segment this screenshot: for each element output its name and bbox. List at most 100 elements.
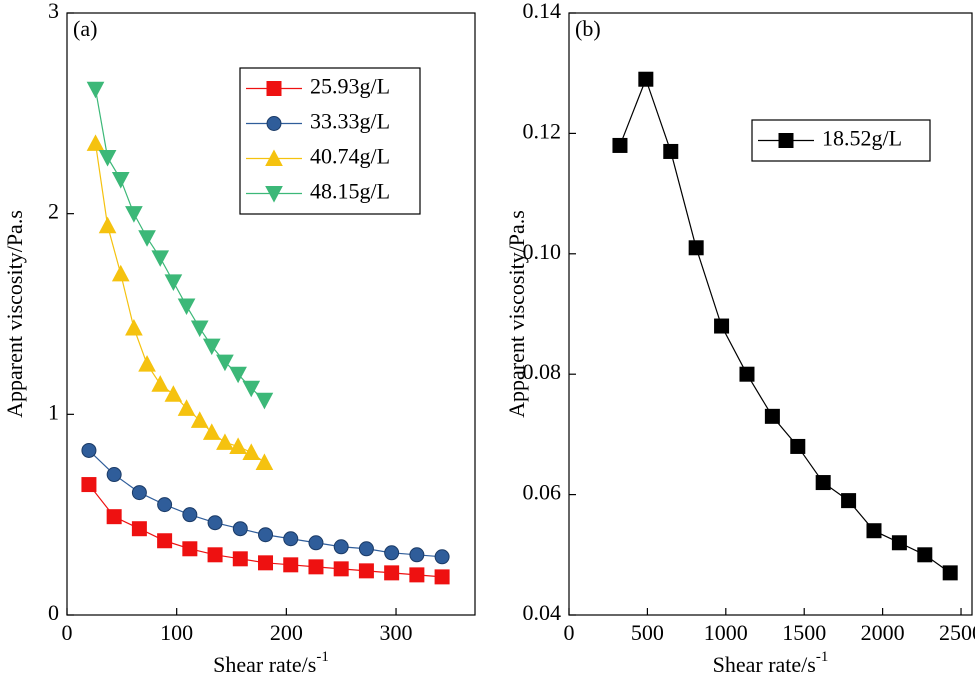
marker: [157, 497, 173, 513]
legend-marker: [778, 133, 794, 148]
marker: [612, 137, 628, 153]
x-axis-label-main: Shear rate/s: [213, 652, 316, 677]
marker: [177, 298, 196, 316]
x-axis-label-sup: -1: [816, 649, 829, 665]
x-tick-label: 500: [631, 620, 664, 645]
marker: [688, 240, 704, 256]
legend-label: 18.52g/L: [822, 126, 902, 151]
marker: [434, 569, 450, 585]
legend-label: 40.74g/L: [310, 144, 390, 169]
marker: [232, 551, 248, 567]
marker: [891, 535, 907, 551]
x-tick-label: 1000: [704, 620, 748, 645]
marker: [841, 493, 857, 509]
x-tick-label: 0: [62, 620, 73, 645]
marker: [242, 443, 261, 460]
marker: [638, 71, 654, 87]
marker: [202, 423, 221, 440]
marker: [98, 216, 117, 234]
marker: [86, 134, 105, 151]
legend-label: 48.15g/L: [310, 179, 390, 204]
marker: [151, 375, 170, 392]
marker: [182, 507, 198, 523]
marker: [333, 539, 349, 555]
marker: [182, 541, 198, 557]
x-axis-label: Shear rate/s-1: [713, 649, 829, 677]
marker: [125, 318, 143, 336]
marker: [434, 549, 450, 565]
legend-marker: [265, 149, 283, 166]
marker: [866, 523, 882, 539]
marker: [232, 521, 248, 537]
marker: [138, 355, 156, 372]
y-axis-label: Apparent viscosity/Pa.s: [504, 210, 529, 418]
legend-marker: [265, 186, 283, 203]
marker: [308, 535, 324, 551]
marker: [358, 563, 374, 579]
panel-label: (b): [575, 16, 601, 41]
plot-frame: [568, 12, 973, 616]
marker: [790, 438, 806, 454]
marker: [131, 485, 147, 501]
marker: [86, 81, 105, 99]
marker: [81, 477, 97, 493]
panel-label: (a): [73, 16, 97, 41]
marker: [131, 521, 147, 537]
y-tick-label: 0: [48, 600, 59, 625]
x-axis-label: Shear rate/s-1: [213, 649, 329, 677]
marker: [663, 143, 679, 159]
marker: [255, 453, 274, 470]
y-tick-label: 0.12: [523, 118, 562, 143]
marker: [358, 541, 374, 557]
marker: [283, 557, 299, 573]
y-tick-label: 0.08: [523, 359, 562, 384]
marker: [917, 547, 933, 563]
marker: [216, 433, 234, 450]
marker: [111, 172, 130, 189]
y-tick-label: 0.04: [523, 600, 562, 625]
marker: [409, 567, 425, 583]
marker: [308, 559, 324, 575]
y-tick-label: 0.14: [523, 0, 562, 23]
legend-label: 33.33g/L: [310, 109, 390, 134]
x-tick-label: 1500: [782, 620, 826, 645]
marker: [190, 411, 209, 428]
y-tick-label: 2: [48, 199, 59, 224]
marker: [739, 366, 755, 382]
plot-frame: [66, 12, 476, 616]
marker: [333, 561, 349, 577]
marker: [229, 366, 247, 384]
marker: [164, 385, 183, 402]
marker: [409, 547, 425, 563]
y-tick-label: 0.10: [523, 239, 562, 264]
marker: [125, 206, 143, 223]
marker: [258, 555, 274, 571]
marker: [242, 380, 261, 398]
marker: [207, 515, 223, 531]
marker: [384, 545, 400, 561]
marker: [81, 442, 97, 458]
series-line: [94, 89, 265, 401]
marker: [177, 399, 196, 416]
marker: [151, 250, 170, 267]
marker: [111, 264, 130, 282]
y-axis-label: Apparent viscosity/Pa.s: [2, 210, 27, 418]
marker: [164, 274, 183, 291]
marker: [138, 230, 156, 247]
y-tick-label: 3: [48, 0, 59, 23]
marker: [384, 565, 400, 581]
x-axis-label-main: Shear rate/s: [713, 652, 816, 677]
marker: [764, 408, 780, 424]
marker: [202, 338, 221, 356]
marker: [216, 354, 234, 372]
x-tick-label: 300: [380, 620, 413, 645]
marker: [106, 509, 122, 525]
x-tick-label: 2000: [861, 620, 905, 645]
x-tick-label: 0: [564, 620, 575, 645]
marker: [942, 565, 958, 581]
marker: [283, 531, 299, 547]
y-tick-label: 1: [48, 399, 59, 424]
x-axis-label-sup: -1: [316, 649, 329, 665]
